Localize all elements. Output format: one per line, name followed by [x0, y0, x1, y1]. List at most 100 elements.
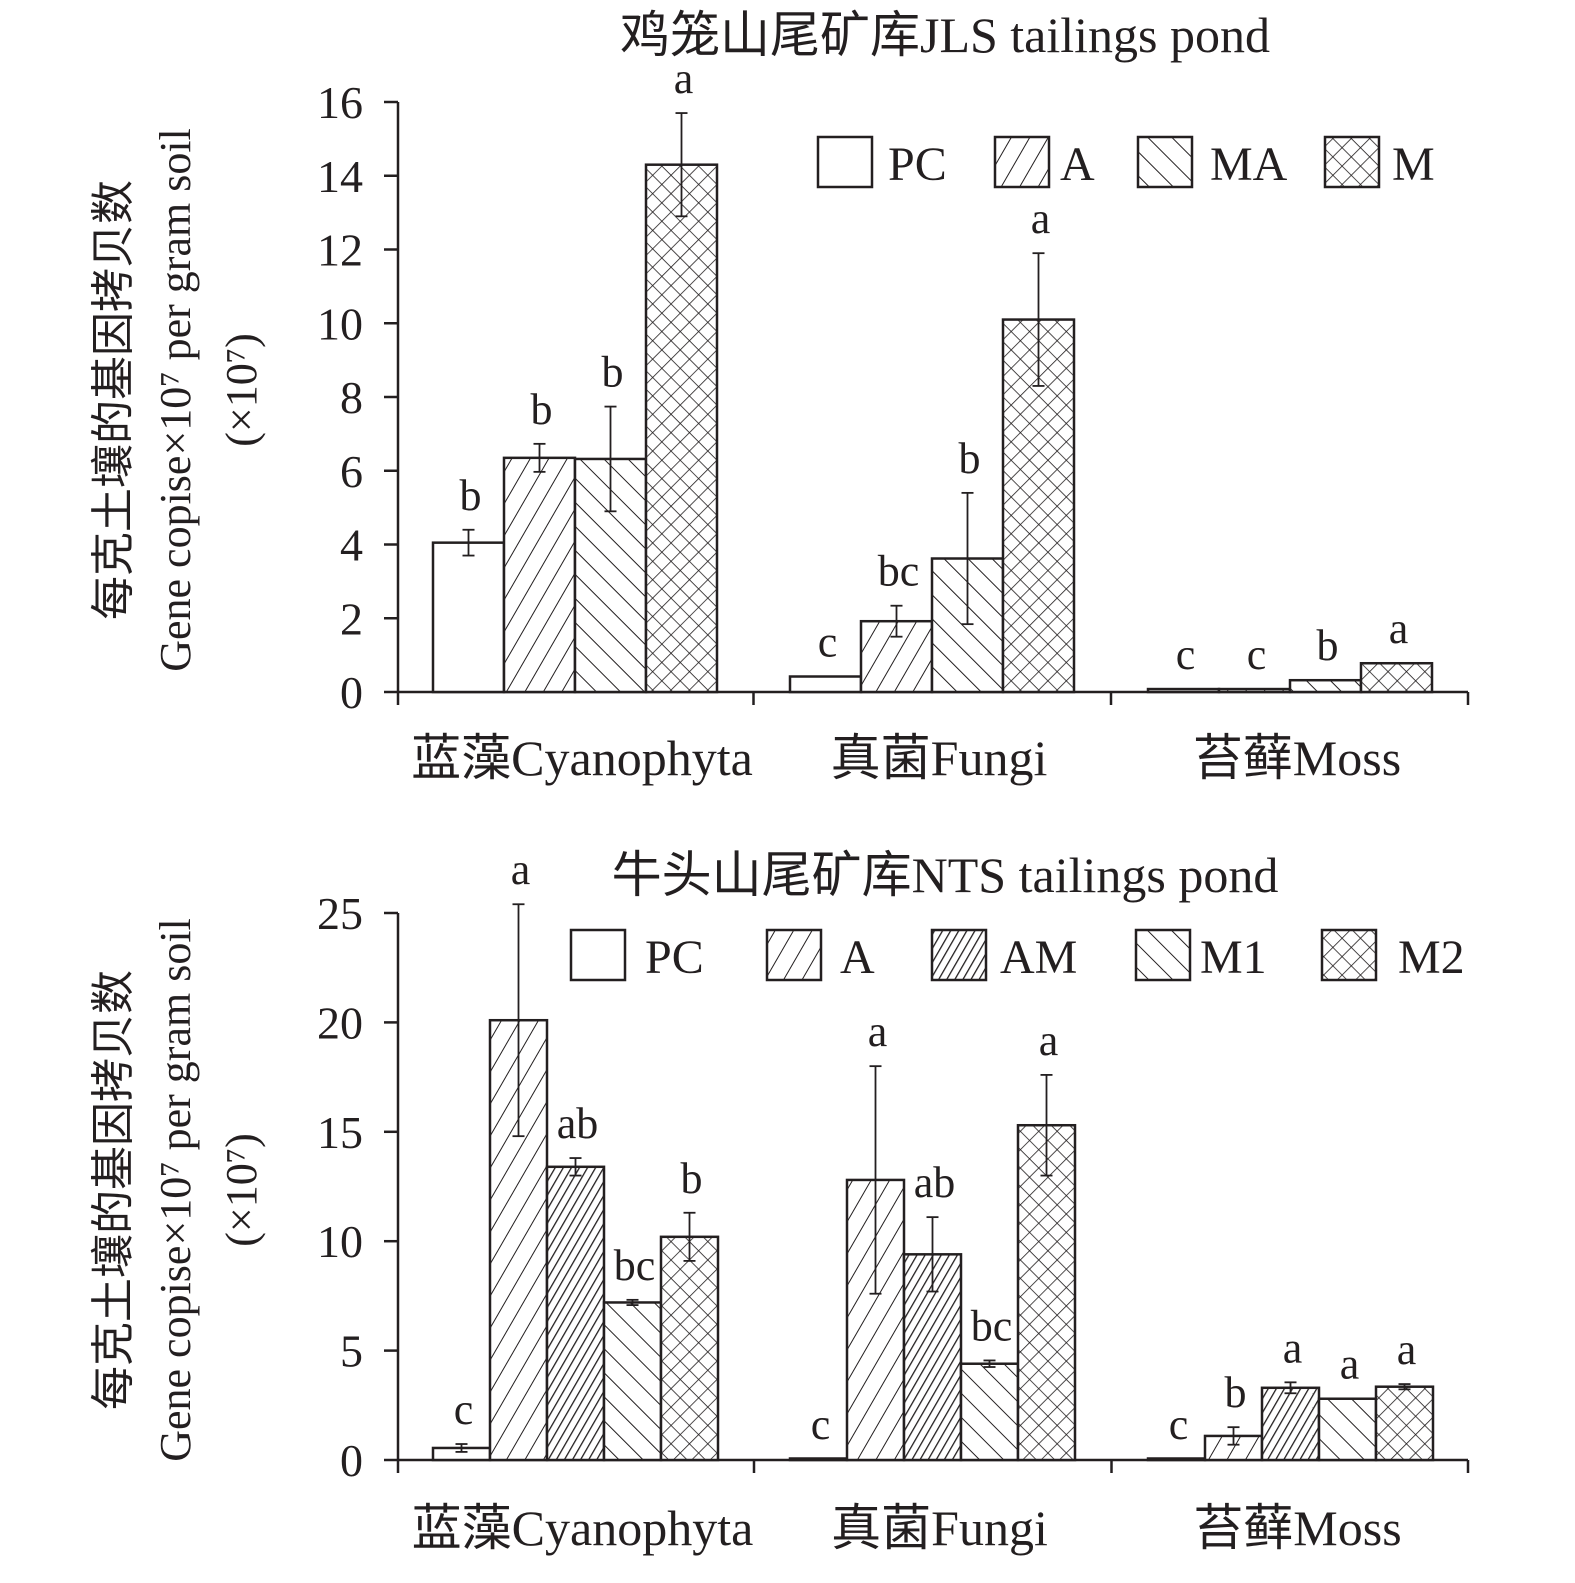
y-axis-label-en: Gene copise×10⁷ per gram soil [151, 128, 200, 672]
bar [1146, 1457, 1207, 1462]
significance-label: a [1389, 604, 1409, 653]
chart-title: 鸡笼山尾矿库JLS tailings pond [620, 7, 1270, 63]
significance-label: a [868, 1007, 888, 1056]
significance-label: c [1169, 1400, 1189, 1449]
bar [602, 1301, 663, 1462]
bar [1359, 661, 1434, 694]
legend: PC A MA M [816, 135, 1435, 191]
x-tick-label: 蓝藻Cyanophyta [411, 730, 753, 786]
legend-label: A [1060, 138, 1095, 191]
y-tick-label: 6 [340, 446, 363, 497]
y-tick-label: 8 [340, 372, 363, 423]
legend-swatch [1134, 928, 1192, 982]
bar [1288, 678, 1363, 694]
x-tick-label: 蓝藻Cyanophyta [412, 1500, 754, 1556]
legend-label: M2 [1398, 931, 1465, 984]
legend: PC A AM M1 M2 [569, 928, 1465, 984]
significance-label: c [454, 1385, 474, 1434]
axes: 0 2 4 6 8 10 12 14 16 蓝藻Cyanophyta 真菌Fungi 苔藓Moss [317, 77, 1470, 786]
significance-label: bc [971, 1301, 1013, 1350]
significance-label: c [818, 618, 838, 667]
bar [1260, 1386, 1321, 1462]
y-axis-label-unit: (×10⁷) [217, 333, 266, 446]
significance-label: ab [557, 1099, 599, 1148]
legend-label: AM [1000, 931, 1077, 984]
significance-label: b [531, 385, 553, 434]
significance-label: b [1317, 621, 1339, 670]
significance-label: ab [914, 1158, 956, 1207]
bar [788, 1457, 849, 1462]
legend-swatch [993, 135, 1051, 189]
significance-label: a [1283, 1323, 1303, 1372]
bar [1217, 687, 1292, 694]
significance-label: b [681, 1154, 703, 1203]
y-axis-label-unit: (×10⁷) [217, 1133, 266, 1246]
bar [1016, 1123, 1077, 1462]
x-tick-label: 苔藓Moss [1193, 1500, 1401, 1556]
legend-swatch [930, 928, 988, 982]
y-axis-label-en: Gene copise×10⁷ per gram soil [151, 918, 200, 1462]
bar [788, 675, 863, 694]
y-tick-label: 16 [317, 77, 363, 128]
legend-swatch [1320, 928, 1378, 982]
significance-label: bc [878, 547, 920, 596]
significance-label: a [1031, 194, 1051, 243]
y-tick-label: 2 [340, 593, 363, 644]
legend-label: A [840, 931, 875, 984]
significance-label: a [511, 845, 531, 894]
bar [1146, 687, 1221, 694]
bar [1374, 1385, 1435, 1462]
legend-swatch [1323, 135, 1381, 189]
legend-label: MA [1210, 138, 1288, 191]
bar [488, 1018, 549, 1462]
x-tick-label: 苔藓Moss [1193, 730, 1401, 786]
legend-swatch [816, 135, 874, 189]
chart-jls: 鸡笼山尾矿库JLS tailings pond 每克土壤的基因拷贝数 Gene … [89, 7, 1470, 786]
significance-label: a [1397, 1325, 1417, 1374]
significance-label: b [959, 434, 981, 483]
bar [502, 456, 577, 694]
bar [644, 163, 719, 694]
bar [545, 1165, 606, 1462]
legend-label: PC [888, 138, 947, 191]
legend-label: M1 [1200, 931, 1267, 984]
chart-nts: 牛头山尾矿库NTS tailings pond 每克土壤的基因拷贝数 Gene … [89, 845, 1470, 1556]
significance-label: c [811, 1400, 831, 1449]
x-tick-label: 真菌Fungi [831, 730, 1048, 786]
y-tick-label: 0 [340, 1435, 363, 1486]
significance-label: a [674, 54, 694, 103]
legend-label: M [1392, 138, 1435, 191]
significance-label: b [1225, 1368, 1247, 1417]
legend-swatch [569, 928, 627, 982]
significance-label: a [1039, 1016, 1059, 1065]
y-axis-label-cn: 每克土壤的基因拷贝数 [89, 970, 138, 1410]
y-axis-label-cn: 每克土壤的基因拷贝数 [89, 180, 138, 620]
y-tick-label: 10 [317, 1216, 363, 1267]
y-tick-label: 15 [317, 1107, 363, 1158]
chart-title: 牛头山尾矿库NTS tailings pond [612, 847, 1279, 903]
significance-label: b [460, 471, 482, 520]
significance-label: c [1176, 630, 1196, 679]
significance-label: a [1340, 1340, 1360, 1389]
y-tick-label: 14 [317, 151, 363, 202]
significance-label: c [1247, 630, 1267, 679]
significance-label: b [602, 348, 624, 397]
legend-swatch [765, 928, 823, 982]
y-tick-label: 5 [340, 1326, 363, 1377]
bar [1317, 1397, 1378, 1462]
bar [659, 1235, 720, 1462]
axes: 0 5 10 15 20 25 蓝藻Cyanophyta 真菌Fungi 苔藓Moss [317, 888, 1470, 1556]
y-tick-label: 4 [340, 520, 363, 571]
x-tick-label: 真菌Fungi [831, 1500, 1048, 1556]
legend-swatch [1136, 135, 1194, 189]
y-tick-label: 20 [317, 997, 363, 1048]
bar [959, 1362, 1020, 1462]
legend-label: PC [645, 931, 704, 984]
significance-label: bc [614, 1241, 656, 1290]
bar [431, 541, 506, 694]
y-tick-label: 0 [340, 667, 363, 718]
y-tick-label: 12 [317, 225, 363, 276]
